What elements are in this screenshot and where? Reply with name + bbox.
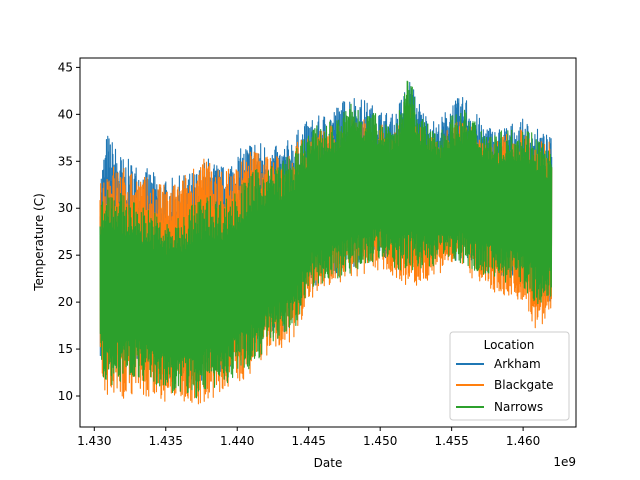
y-tick-label: 40 — [58, 107, 73, 121]
legend-label-arkham: Arkham — [494, 357, 541, 371]
y-tick-label: 45 — [58, 60, 73, 74]
y-tick-label: 30 — [58, 201, 73, 215]
x-tick-label: 1.430 — [77, 434, 111, 448]
legend-label-blackgate: Blackgate — [494, 378, 554, 392]
x-axis: 1.430 1.435 1.440 1.445 1.450 1.455 1.460 — [77, 427, 540, 448]
x-tick-label: 1.440 — [220, 434, 254, 448]
series-line-narrows — [99, 80, 553, 399]
x-tick-label: 1.455 — [434, 434, 468, 448]
plot-frame — [79, 57, 577, 428]
x-tick-label: 1.435 — [149, 434, 183, 448]
x-tick-label: 1.445 — [292, 434, 326, 448]
y-tick-label: 20 — [58, 295, 73, 309]
y-tick-label: 35 — [58, 154, 73, 168]
legend-title: Location — [484, 338, 535, 352]
legend: Location Arkham Blackgate Narrows — [449, 331, 570, 421]
legend-box — [449, 331, 570, 421]
y-tick-label: 25 — [58, 248, 73, 262]
y-axis: 10 15 20 25 30 35 40 45 — [58, 60, 80, 403]
x-axis-label: Date — [314, 456, 343, 470]
x-tick-label: 1.460 — [506, 434, 540, 448]
x-axis-offset-label: 1e9 — [553, 455, 576, 469]
y-tick-label: 15 — [58, 342, 73, 356]
series-layer — [99, 80, 553, 405]
legend-label-narrows: Narrows — [494, 400, 543, 414]
y-axis-label: Temperature (C) — [32, 193, 46, 292]
y-tick-label: 10 — [58, 389, 73, 403]
x-tick-label: 1.450 — [363, 434, 397, 448]
